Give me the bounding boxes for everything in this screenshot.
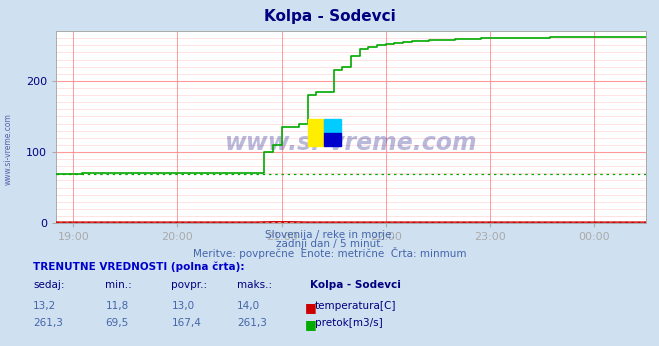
Text: ■: ■ [304, 301, 316, 314]
Text: povpr.:: povpr.: [171, 280, 208, 290]
Text: maks.:: maks.: [237, 280, 272, 290]
Text: Slovenija / reke in morje.: Slovenija / reke in morje. [264, 230, 395, 240]
Bar [324, 133, 341, 146]
Text: 13,0: 13,0 [171, 301, 194, 311]
Text: zadnji dan / 5 minut.: zadnji dan / 5 minut. [275, 239, 384, 249]
Bar [308, 119, 324, 146]
Text: 167,4: 167,4 [171, 318, 201, 328]
Text: temperatura[C]: temperatura[C] [315, 301, 397, 311]
Text: Kolpa - Sodevci: Kolpa - Sodevci [310, 280, 401, 290]
Text: 69,5: 69,5 [105, 318, 129, 328]
Text: www.si-vreme.com: www.si-vreme.com [3, 113, 13, 185]
Text: Meritve: povprečne  Enote: metrične  Črta: minmum: Meritve: povprečne Enote: metrične Črta:… [192, 247, 467, 260]
Text: ■: ■ [304, 318, 316, 331]
Text: pretok[m3/s]: pretok[m3/s] [315, 318, 383, 328]
Text: 261,3: 261,3 [33, 318, 63, 328]
Text: 14,0: 14,0 [237, 301, 260, 311]
Bar [324, 119, 341, 133]
Text: www.si-vreme.com: www.si-vreme.com [225, 130, 477, 155]
Text: Kolpa - Sodevci: Kolpa - Sodevci [264, 9, 395, 24]
Text: sedaj:: sedaj: [33, 280, 65, 290]
Text: 13,2: 13,2 [33, 301, 56, 311]
Text: min.:: min.: [105, 280, 132, 290]
Text: 261,3: 261,3 [237, 318, 267, 328]
Text: 11,8: 11,8 [105, 301, 129, 311]
Text: TRENUTNE VREDNOSTI (polna črta):: TRENUTNE VREDNOSTI (polna črta): [33, 261, 244, 272]
